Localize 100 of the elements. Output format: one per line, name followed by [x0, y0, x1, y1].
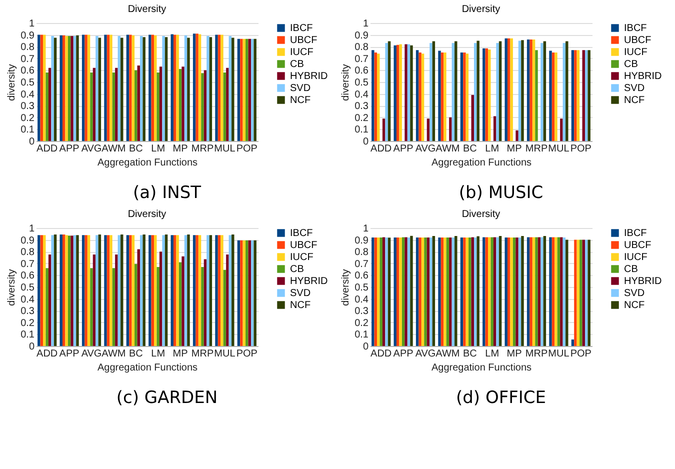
legend-label: IUCF	[290, 252, 314, 263]
legend-label: UBCF	[290, 240, 318, 251]
bar	[90, 72, 93, 141]
bar	[226, 254, 229, 346]
bar	[388, 41, 391, 141]
bar	[535, 50, 538, 141]
bar	[460, 52, 464, 141]
bar	[562, 43, 566, 141]
x-tick-label: ADD	[36, 144, 58, 154]
legend-label: IUCF	[624, 252, 648, 263]
y-tick-label: 0	[362, 342, 369, 352]
bar	[385, 43, 388, 141]
bar	[454, 236, 458, 346]
bar	[510, 38, 513, 141]
bar	[176, 34, 179, 141]
y-tick-label: 0.3	[354, 306, 369, 318]
y-tick-label: 1	[28, 18, 35, 30]
legend-label: CB	[290, 59, 304, 70]
x-tick-label: AWM	[436, 348, 460, 360]
bar	[206, 235, 210, 346]
bar	[201, 266, 204, 346]
x-axis-title: Aggregation Functions	[431, 158, 532, 168]
legend-label: SVD	[290, 83, 311, 94]
bar	[246, 38, 248, 141]
bar	[430, 43, 432, 141]
legend-label: UBCF	[624, 240, 652, 251]
bar	[468, 237, 472, 346]
bar	[51, 36, 54, 141]
x-tick-label: MUL	[548, 144, 570, 154]
bar	[584, 240, 588, 346]
bar	[82, 34, 85, 141]
y-tick-label: 0.2	[354, 318, 369, 329]
legend-label: HYBRID	[290, 71, 328, 82]
bar	[476, 236, 480, 346]
x-tick-label: AVG	[81, 348, 102, 360]
bar	[418, 52, 422, 141]
bar	[65, 36, 68, 141]
bar	[87, 235, 90, 346]
bar	[248, 38, 251, 141]
bar	[112, 268, 116, 346]
bar	[142, 37, 146, 141]
bar	[68, 36, 71, 141]
bar	[552, 237, 555, 346]
legend-label: HYBRID	[624, 276, 662, 287]
bar	[574, 240, 577, 346]
bar	[242, 38, 246, 141]
bar	[170, 235, 174, 346]
bar	[206, 36, 210, 141]
legend-label: IUCF	[624, 47, 648, 58]
bar	[493, 116, 496, 141]
bar	[84, 34, 88, 141]
y-tick-label: 0.1	[20, 124, 35, 136]
bar	[132, 35, 135, 141]
chart-title: Diversity	[462, 209, 500, 220]
y-tick-label: 1	[362, 224, 369, 234]
bar	[54, 38, 57, 141]
bar	[162, 235, 165, 346]
bar	[129, 34, 132, 141]
x-tick-label: BC	[462, 348, 477, 360]
x-tick-label: AVG	[415, 144, 436, 154]
bar	[62, 234, 66, 346]
bar	[394, 45, 396, 141]
y-tick-label: 0.7	[20, 54, 35, 65]
bar	[48, 68, 52, 141]
bar	[582, 240, 585, 346]
bar	[178, 69, 182, 141]
y-tick-label: 0.3	[20, 306, 35, 318]
bar	[51, 235, 54, 346]
bar	[170, 34, 174, 141]
bar	[463, 237, 466, 346]
bar	[380, 237, 382, 346]
bar	[530, 237, 532, 346]
bar	[220, 34, 224, 141]
bar	[104, 235, 107, 346]
bar	[120, 38, 124, 141]
bar	[250, 240, 254, 346]
bar	[118, 235, 121, 346]
bar	[438, 237, 441, 346]
y-tick-label: 0.4	[20, 294, 35, 306]
bar	[118, 36, 121, 141]
x-tick-label: LM	[485, 348, 500, 360]
bar	[474, 237, 477, 346]
bar	[132, 235, 135, 346]
bar	[106, 34, 110, 141]
bar	[43, 235, 46, 346]
x-tick-label: BC	[462, 144, 477, 154]
x-tick-label: APP	[59, 348, 80, 360]
y-tick-label: 0.7	[354, 258, 369, 270]
bar	[110, 235, 112, 346]
text: (c) GARDEN	[116, 388, 218, 408]
bar	[407, 237, 410, 346]
bar	[184, 235, 188, 346]
bar	[482, 237, 486, 346]
bar	[237, 240, 240, 346]
bar	[232, 234, 234, 346]
bar	[430, 237, 432, 346]
y-tick-label: 0.8	[20, 247, 35, 258]
bar	[507, 237, 510, 346]
bar	[404, 237, 408, 346]
x-tick-label: MRP	[191, 348, 214, 360]
